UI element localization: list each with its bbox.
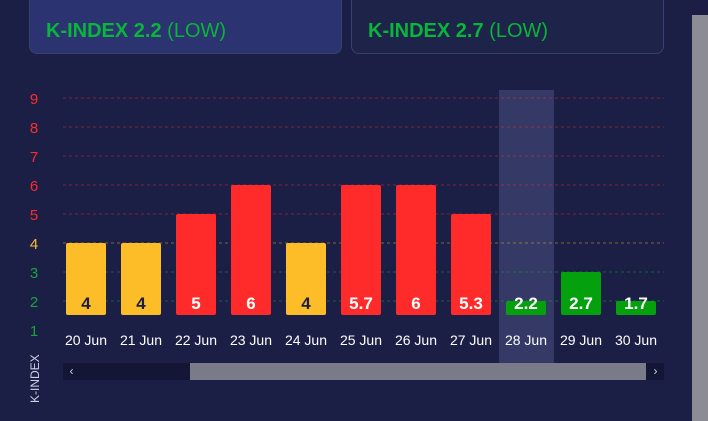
kindex-current-value: K-INDEX 2.2: [46, 20, 162, 42]
bar: [341, 185, 381, 315]
y-tick-label: 5: [30, 207, 38, 224]
kindex-card-current-text: K-INDEX 2.2 (LOW): [46, 20, 226, 43]
bar-data-label: 5.3: [459, 294, 483, 313]
x-tick-label: 23 Jun: [230, 332, 272, 348]
kindex-next-value: K-INDEX 2.7: [368, 20, 484, 42]
horizontal-scroll-thumb[interactable]: [190, 363, 646, 380]
x-tick-label: 20 Jun: [65, 332, 107, 348]
highlight-column: [499, 90, 554, 363]
y-tick-label: 8: [30, 120, 38, 137]
x-tick-label: 30 Jun: [615, 332, 657, 348]
y-tick-label: 4: [30, 236, 38, 253]
kindex-next-status: (LOW): [489, 20, 549, 42]
bar: [616, 301, 656, 315]
bar: [506, 301, 546, 315]
kindex-card-next-text: K-INDEX 2.7 (LOW): [368, 20, 548, 43]
bar-data-label: 5.7: [349, 294, 373, 313]
bar: [451, 214, 491, 315]
bar: [286, 243, 326, 315]
bar: [66, 243, 106, 315]
bar-data-label: 4: [136, 294, 146, 313]
bar: [561, 272, 601, 315]
chevron-left-icon[interactable]: ‹: [69, 364, 74, 378]
y-tick-label: 1: [30, 323, 38, 340]
y-tick-label: 7: [30, 149, 38, 166]
x-tick-label: 22 Jun: [175, 332, 217, 348]
bar-data-label: 4: [81, 294, 91, 313]
bar: [231, 185, 271, 315]
bar-data-label: 2.2: [514, 294, 538, 313]
bar-data-label: 6: [411, 294, 420, 313]
x-tick-label: 26 Jun: [395, 332, 437, 348]
bar-data-label: 1.7: [624, 294, 648, 313]
x-tick-label: 21 Jun: [120, 332, 162, 348]
bar: [121, 243, 161, 315]
bar: [396, 185, 436, 315]
kindex-card-current[interactable]: K-INDEX 2.2 (LOW): [29, 0, 342, 54]
x-tick-label: 27 Jun: [450, 332, 492, 348]
bar-data-label: 6: [246, 294, 255, 313]
bar: [176, 214, 216, 315]
x-tick-label: 25 Jun: [340, 332, 382, 348]
kindex-current-status: (LOW): [167, 20, 227, 42]
x-tick-label: 28 Jun: [505, 332, 547, 348]
y-tick-label: 9: [30, 91, 38, 108]
y-tick-label: 2: [30, 294, 38, 311]
y-tick-label: 3: [30, 265, 38, 282]
bar-data-label: 4: [301, 294, 311, 313]
bar-data-label: 5: [191, 294, 200, 313]
bar-data-label: 2.7: [569, 294, 593, 313]
chevron-right-icon[interactable]: ›: [653, 364, 658, 378]
vertical-scrollbar[interactable]: [692, 15, 708, 421]
x-tick-label: 24 Jun: [285, 332, 327, 348]
y-axis-label: K-INDEX: [28, 354, 42, 403]
x-tick-label: 29 Jun: [560, 332, 602, 348]
kindex-card-next[interactable]: K-INDEX 2.7 (LOW): [351, 0, 664, 54]
y-tick-label: 6: [30, 178, 38, 195]
